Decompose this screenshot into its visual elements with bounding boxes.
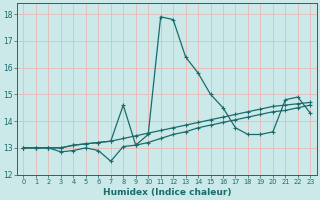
- X-axis label: Humidex (Indice chaleur): Humidex (Indice chaleur): [103, 188, 231, 197]
